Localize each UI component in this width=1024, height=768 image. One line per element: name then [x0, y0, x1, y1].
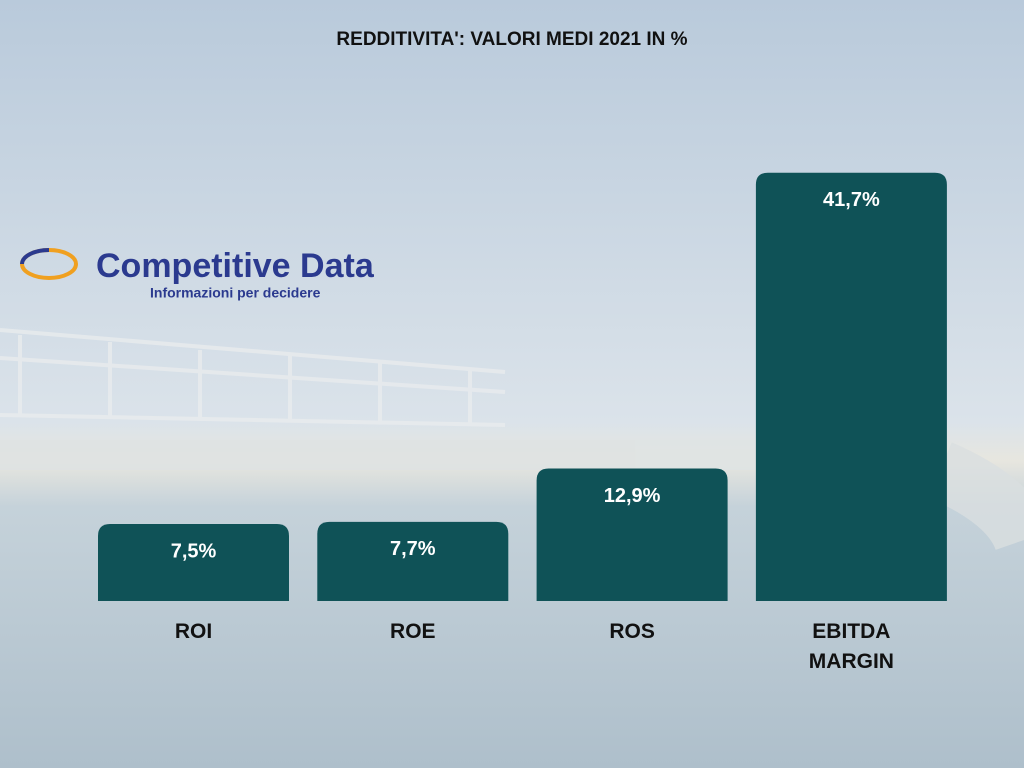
x-tick-label: ROI — [174, 620, 213, 643]
logo-tagline: Informazioni per decidere — [150, 285, 321, 301]
value-label: 7,7% — [390, 538, 436, 560]
logo: Competitive Data Informazioni per decide… — [20, 247, 375, 301]
bar — [317, 521, 509, 601]
bar — [536, 468, 728, 601]
value-label: 41,7% — [823, 189, 880, 211]
x-tick-label: ROS — [609, 620, 655, 643]
value-label: 7,5% — [171, 540, 217, 562]
logo-ring-blue — [20, 248, 50, 265]
x-tick-label: EBITDA MARGIN — [808, 620, 894, 673]
chart-title: REDDITIVITA': VALORI MEDI 2021 IN % — [336, 29, 687, 50]
background-scene — [0, 328, 1024, 552]
x-tick-label: ROE — [390, 620, 436, 643]
bar — [98, 523, 289, 601]
logo-name: Competitive Data — [96, 247, 375, 285]
bar — [755, 172, 947, 601]
value-label: 12,9% — [604, 485, 661, 507]
